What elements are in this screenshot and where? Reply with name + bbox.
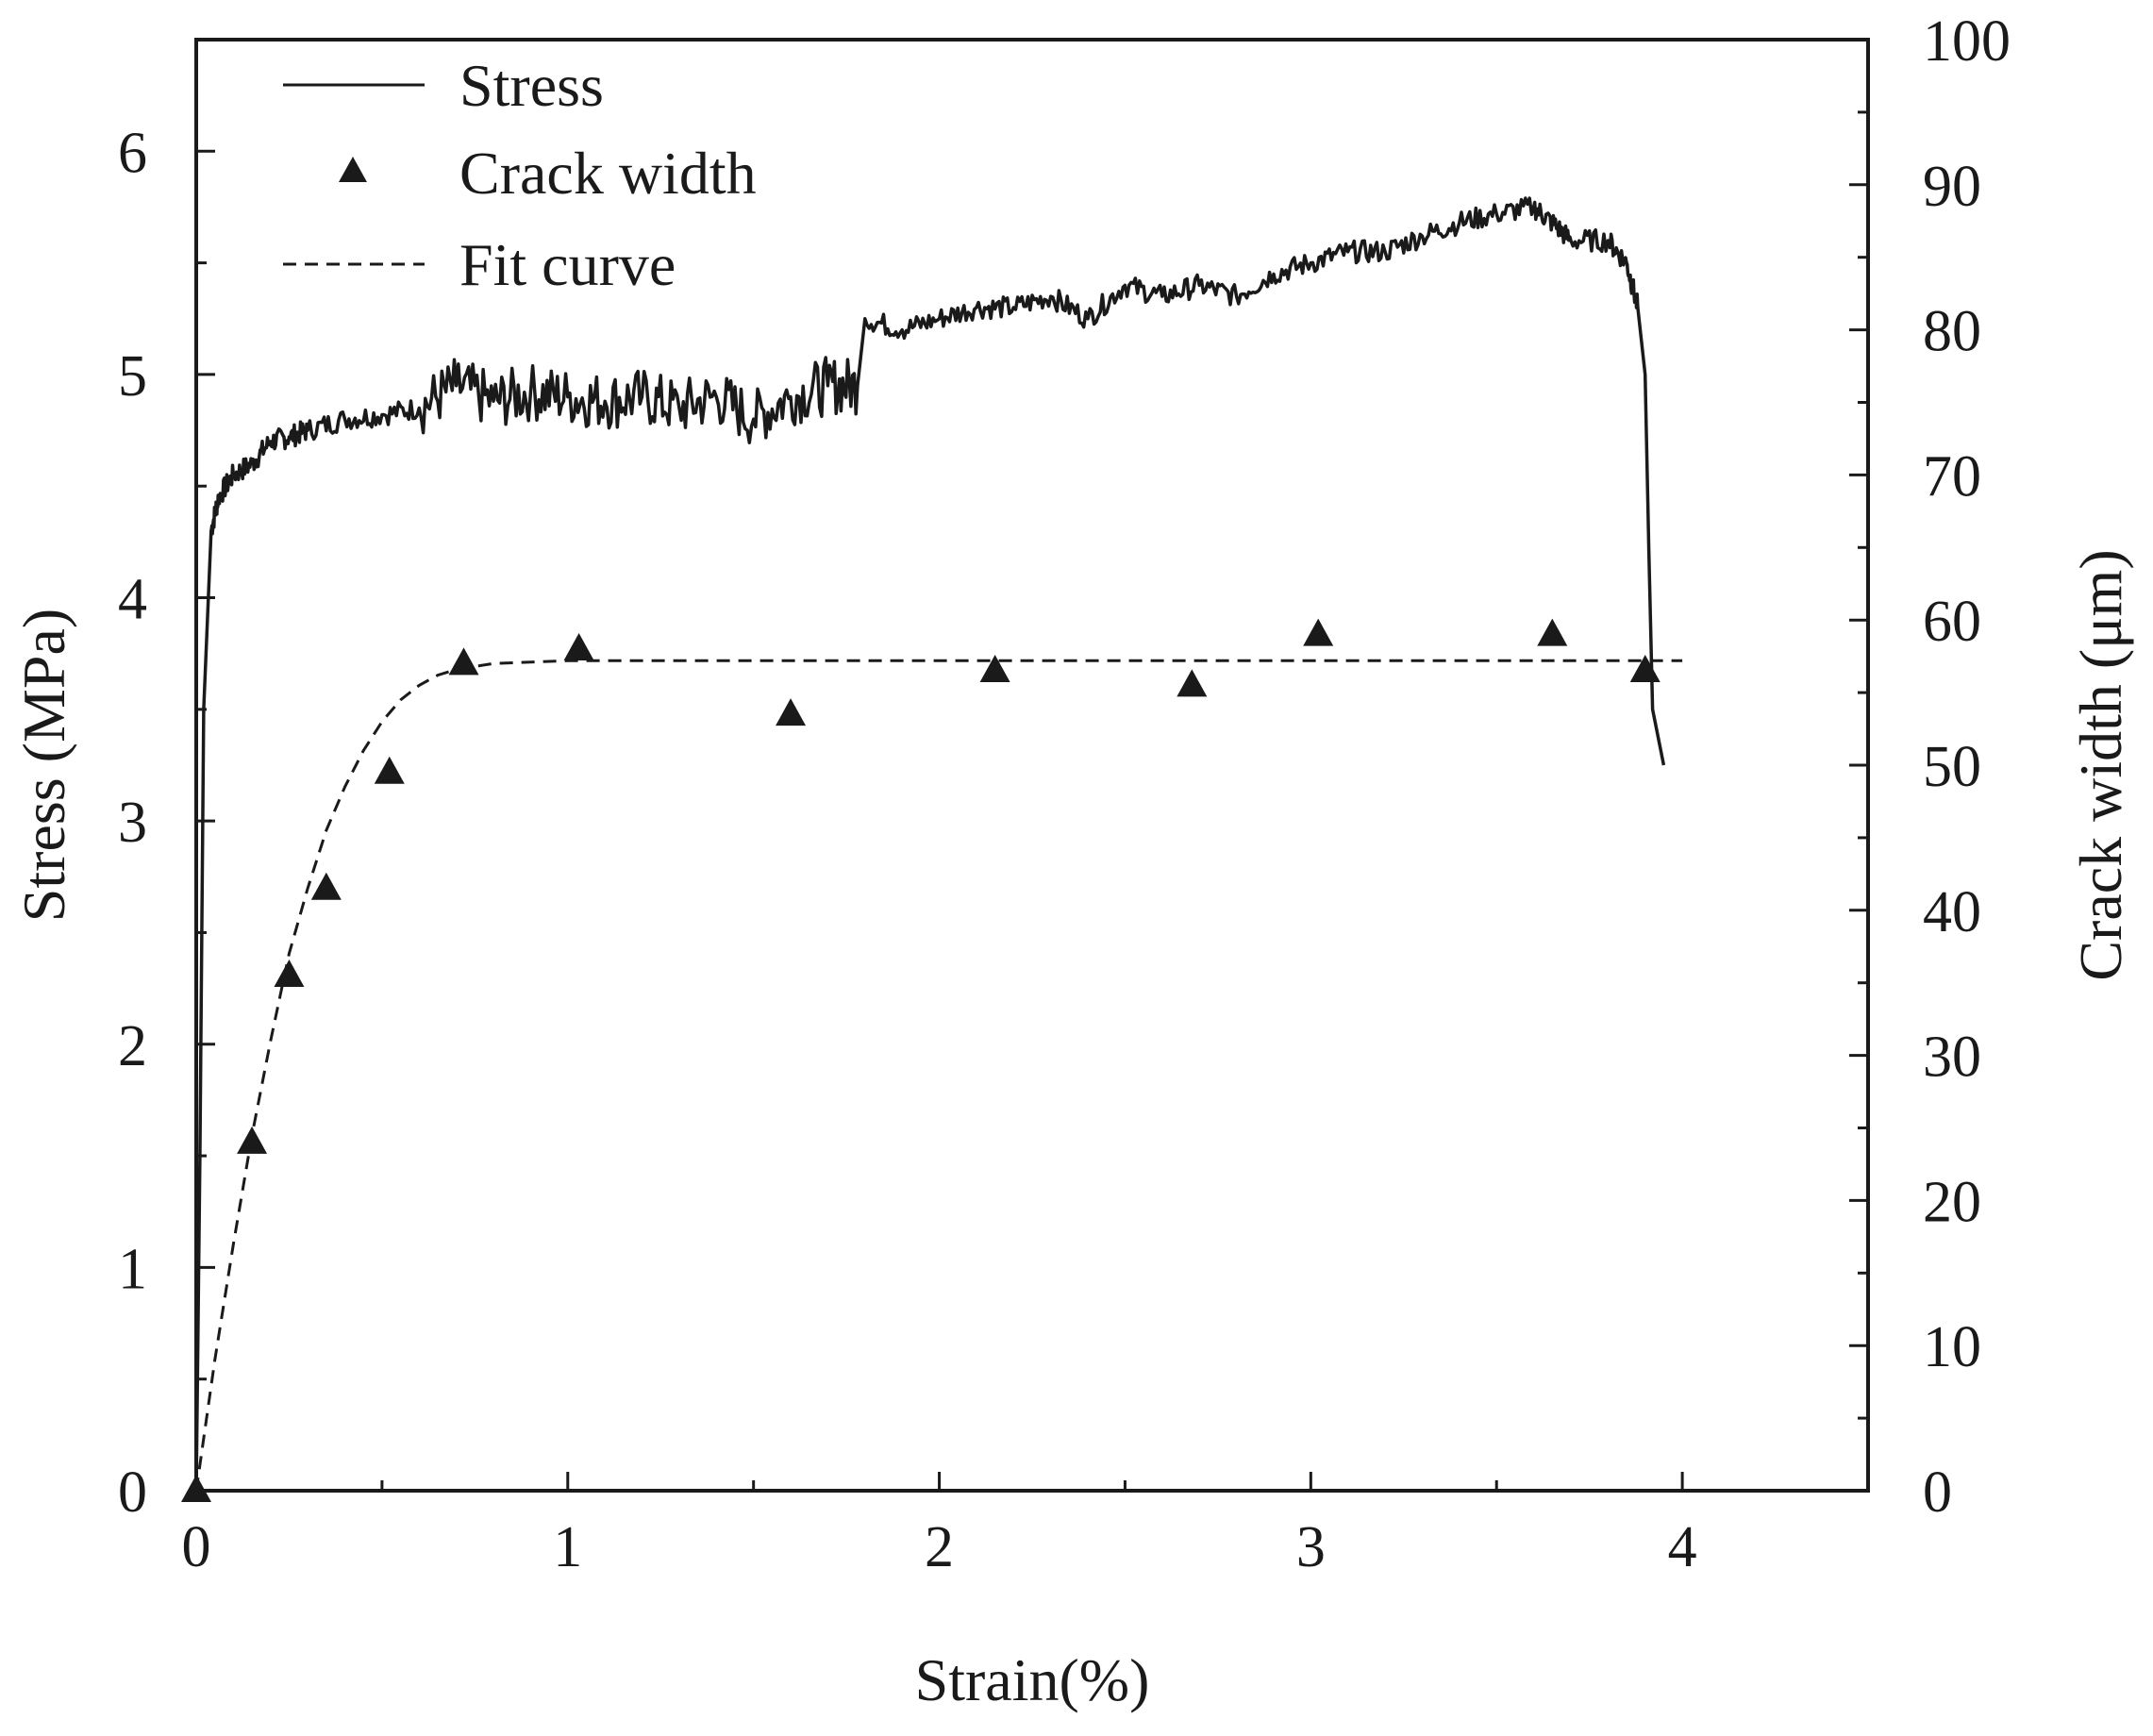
x-tick-label-0: 0: [182, 1515, 211, 1579]
y2-tick-label-10: 100: [1923, 9, 2011, 74]
stress-line: [194, 196, 1666, 1492]
crack-width-point-7: [776, 698, 807, 726]
y-tick-label-3: 3: [118, 791, 147, 855]
y-tick-label-4: 4: [118, 568, 147, 632]
series-layer: [181, 196, 1683, 1502]
crack-width-point-1: [237, 1126, 268, 1154]
crack-width-point-5: [448, 647, 479, 676]
legend-item-fit-curve: Fit curve: [283, 231, 676, 298]
legend-crack-width-marker: [339, 157, 367, 182]
y2-tick-label-0: 0: [1923, 1461, 1952, 1525]
x-tick-label-4: 4: [1668, 1515, 1697, 1579]
plot-area: [181, 38, 1870, 1502]
y2-axis-title: Crack width (μm): [2067, 549, 2134, 980]
crack-width-point-6: [563, 632, 594, 660]
plot-frame: [194, 38, 1870, 1493]
crack-width-point-2: [274, 960, 305, 988]
x-tick-label-2: 2: [925, 1515, 954, 1579]
x-axis-title: Strain(%): [915, 1646, 1150, 1713]
fit-curve-line: [194, 659, 1683, 1492]
x-tick-label-1: 1: [553, 1515, 582, 1579]
y2-tick-label-1: 10: [1923, 1315, 1981, 1379]
x-tick-label-3: 3: [1296, 1515, 1326, 1579]
crack-width-point-9: [1177, 669, 1208, 697]
y2-tick-label-9: 90: [1923, 155, 1981, 219]
legend-item-stress: Stress: [283, 52, 604, 119]
y-tick-label-0: 0: [118, 1461, 147, 1525]
legend-item-crack-width: Crack width: [339, 140, 757, 207]
axis-titles: Strain(%) Stress (MPa) Crack width (μm): [10, 549, 2134, 1713]
crack-width-point-3: [310, 872, 342, 900]
y-tick-label-2: 2: [118, 1014, 147, 1078]
legend-stress-label: Stress: [459, 52, 604, 119]
crack-width-point-12: [1629, 655, 1661, 683]
crack-width-point-4: [374, 756, 405, 784]
y-tick-label-5: 5: [118, 344, 147, 409]
y2-tick-label-3: 30: [1923, 1026, 1981, 1090]
crack-width-point-10: [1303, 618, 1334, 646]
y-axis-title: Stress (MPa): [10, 609, 77, 922]
legend: Stress Crack width Fit curve: [283, 52, 757, 298]
y-tick-label-1: 1: [118, 1237, 147, 1301]
crack-width-point-11: [1537, 618, 1568, 646]
y2-tick-label-2: 20: [1923, 1170, 1981, 1234]
y2-tick-label-8: 80: [1923, 300, 1981, 364]
y2-tick-label-4: 40: [1923, 880, 1981, 944]
y2-tick-label-5: 50: [1923, 735, 1981, 799]
legend-fit-curve-label: Fit curve: [459, 231, 676, 298]
legend-crack-width-label: Crack width: [459, 140, 757, 207]
crack-width-point-8: [979, 655, 1010, 683]
y-tick-label-6: 6: [118, 121, 147, 185]
y2-tick-label-6: 60: [1923, 590, 1981, 654]
y2-tick-label-7: 70: [1923, 444, 1981, 509]
